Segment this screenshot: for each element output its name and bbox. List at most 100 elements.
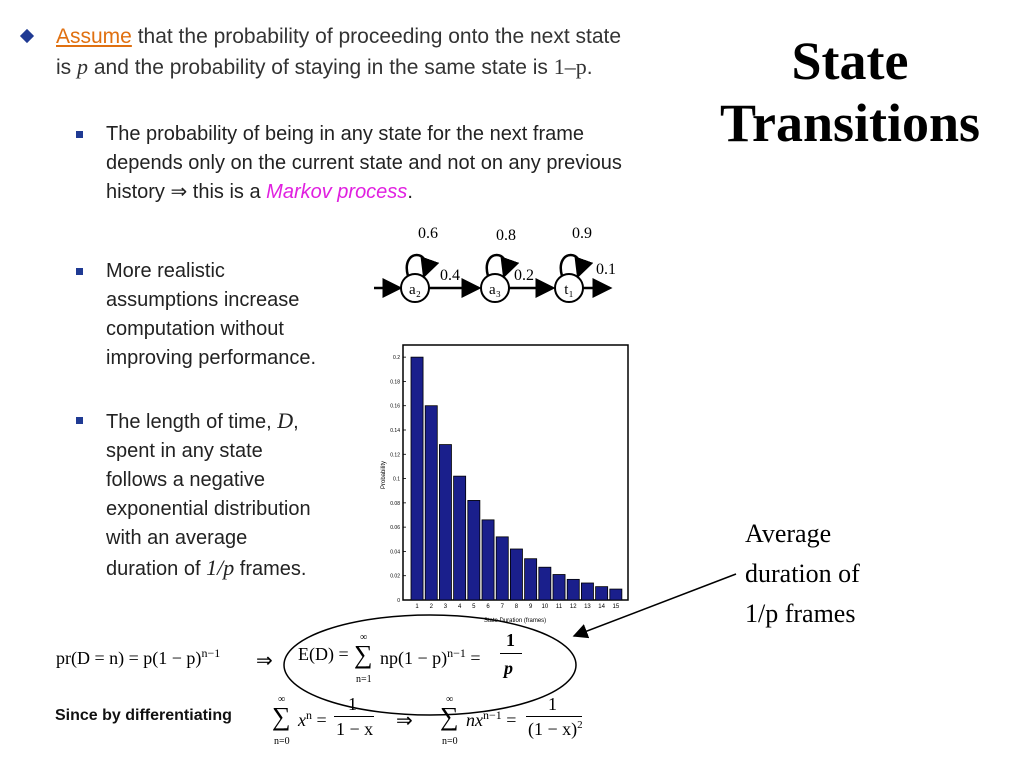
state-node-a2: a₂: [400, 273, 430, 303]
markov-process-term: Markov process: [266, 181, 408, 203]
x-tick-label: 14: [598, 604, 605, 610]
sub-bullet-duration-text: The length of time, D, spent in any stat…: [106, 406, 376, 584]
diamond-bullet-icon: [19, 28, 35, 44]
implies-symbol: ⇒: [170, 181, 188, 203]
bar: [467, 500, 481, 601]
duration-histogram: 00.020.040.060.080.10.120.140.160.180.2 …: [381, 344, 629, 624]
x-tick-label: 5: [472, 604, 476, 610]
sum1-body: x: [298, 710, 306, 730]
sub-bullet-realistic-text: More realistic assumptions increase comp…: [106, 257, 376, 373]
pr-formula-body: pr(D = n) = p(1 − p): [56, 648, 202, 668]
x-tick-label: 12: [570, 604, 577, 610]
expectation-formula: E(D) = ∞ ∑ n=1 np(1 − p)n−1 = 1 p: [298, 630, 548, 694]
sub3-line: follows a negative: [106, 469, 265, 491]
x-ticks-group: 1 2 3 4 5 6 7 8 9 10 11 12 13 14 15: [415, 604, 619, 610]
y-tick-label: 0.02: [390, 574, 400, 580]
bar: [453, 475, 467, 601]
sub3-line: spent in any state: [106, 440, 263, 462]
e-body: np(1 − p): [380, 648, 448, 668]
sub2-line: More realistic: [106, 260, 225, 282]
title-line-1: State: [791, 31, 909, 91]
bullet-main: Assume that the probability of proceedin…: [19, 22, 622, 83]
sum1-exponent: n: [306, 708, 312, 722]
sub2-line: improving performance.: [106, 347, 317, 369]
sub2-line: computation without: [106, 318, 284, 340]
sum2-exponent: n−1: [483, 708, 502, 722]
y-tick-label: 0.18: [390, 379, 400, 385]
assume-link[interactable]: Assume: [56, 25, 132, 48]
x-tick-label: 10: [541, 604, 548, 610]
self-loop-arrow: [405, 253, 440, 279]
self-loop-arrow: [559, 253, 594, 279]
annotation-line: duration of: [745, 559, 860, 588]
state-node-a3: a₃: [480, 273, 510, 303]
bullet-main-text-c: .: [586, 56, 593, 79]
one-minus-p: 1–p: [553, 54, 587, 79]
sum2-symbol: ∑: [440, 702, 459, 731]
x-axis-label: State Duration (frames): [484, 618, 546, 624]
y-tick-label: 0.08: [390, 501, 400, 507]
transition-label: 0.1: [596, 261, 616, 278]
pr-formula-exponent: n−1: [201, 646, 221, 660]
e-left: E(D) =: [298, 644, 349, 664]
y-tick-label: 0.14: [390, 428, 400, 434]
sum1-frac-numerator: 1: [348, 694, 357, 714]
x-tick-label: 4: [458, 604, 462, 610]
sub1-text-a: The probability of being in any state fo…: [106, 123, 622, 203]
y-tick-label: 0: [397, 598, 400, 604]
sum1-frac-bar: [334, 716, 374, 717]
sum-upper-limit: ∞: [360, 632, 368, 643]
sum1-lower-limit: n=0: [274, 736, 290, 747]
sub3-last-a: duration of: [106, 558, 207, 580]
var-p: p: [77, 54, 88, 79]
sub1-text-b: this is a: [187, 181, 267, 203]
title-line-2: Transitions: [719, 93, 981, 153]
sum2-equals: =: [501, 710, 517, 730]
x-tick-label: 7: [501, 604, 505, 610]
geometric-series-formula: ∞ ∑ n=0 xn = 1 1 − x ⇒ ∞ ∑ n=0 nxn−1 = 1…: [272, 694, 592, 756]
x-tick-label: 13: [584, 604, 591, 610]
annotation-line: 1/p frames: [745, 599, 856, 628]
sub-bullet-markov-text: The probability of being in any state fo…: [106, 120, 626, 207]
sub1-text-c: .: [407, 181, 413, 203]
node-label: a₂: [409, 282, 421, 298]
bar: [439, 444, 452, 601]
sum2-frac-numerator: 1: [548, 694, 557, 714]
state-diagram: a₂ a₃ t₁ 0.6 0.8 0.9 0.4 0.2 0.1: [374, 225, 616, 303]
square-bullet-icon: [76, 268, 83, 275]
bar: [524, 558, 538, 601]
x-tick-label: 1: [415, 604, 419, 610]
sum2-denominator-exponent: 2: [577, 719, 583, 731]
x-tick-label: 8: [515, 604, 519, 610]
sub3-line-last: duration of 1/p frames.: [106, 553, 376, 584]
bar: [410, 356, 424, 601]
x-tick-label: 11: [556, 604, 563, 610]
implies-arrow-2: ⇒: [396, 710, 413, 732]
sum-lower-limit: n=1: [356, 674, 372, 685]
sub3-text-b: ,: [293, 411, 299, 433]
bar: [495, 536, 509, 601]
sum2-upper-limit: ∞: [446, 694, 454, 705]
frac-numerator: 1: [506, 630, 515, 650]
self-loop-label: 0.9: [572, 225, 592, 242]
self-loop-label: 0.6: [418, 225, 438, 242]
sub3-line-first: The length of time, D,: [106, 406, 376, 437]
var-one-over-p: 1/p: [206, 555, 235, 580]
sum2-frac-denominator: (1 − x): [528, 719, 578, 739]
annotation-arrow: [572, 573, 737, 639]
sub2-line: assumptions increase: [106, 289, 300, 311]
node-label: a₃: [489, 282, 501, 298]
y-tick-label: 0.04: [390, 549, 400, 555]
sum1-frac-denominator: 1 − x: [336, 719, 374, 739]
sub3-line: exponential distribution: [106, 498, 311, 520]
transition-label: 0.4: [440, 267, 460, 284]
square-bullet-icon: [76, 131, 83, 138]
sub3-text-a: The length of time,: [106, 411, 278, 433]
e-equals: =: [465, 648, 481, 668]
x-tick-label: 15: [612, 604, 619, 610]
sum2-frac-bar: [526, 716, 582, 717]
slide-title: State Transitions: [690, 30, 1010, 154]
pr-formula: pr(D = n) = p(1 − p)n−1: [56, 646, 316, 669]
var-d: D: [277, 408, 294, 433]
self-loop-label: 0.8: [496, 227, 516, 244]
